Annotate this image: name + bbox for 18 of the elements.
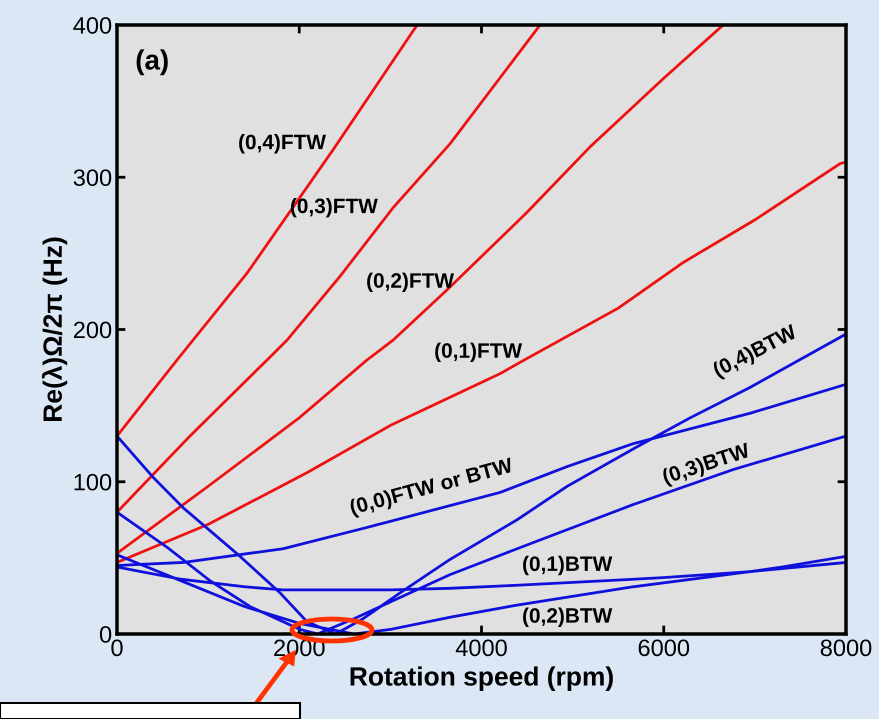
x-tick-label: 4000 [456,639,507,656]
series-label: (0,1)FTW [435,342,522,362]
annotation: (a) [136,49,168,76]
series-label: (0,1)BTW [523,556,612,576]
series-label: (0,4)FTW [239,134,326,154]
x-axis-title: Rotation speed (rpm) [350,666,613,692]
y-tick-label: 0 [100,626,112,643]
x-tick-label: 8000 [820,639,872,656]
x-tick-label: 6000 [638,639,690,656]
y-axis-title: Re(λ)Ω/2π (Hz) [42,238,68,421]
series-label: (0,2)BTW [523,608,612,627]
series-label: (0,3)FTW [290,198,378,218]
y-tick-label: 200 [74,322,112,338]
y-tick-label: 300 [74,169,112,186]
y-tick-label: 400 [73,17,112,34]
x-tick-label: 0 [111,639,123,656]
series-label: (0,2)FTW [367,272,454,292]
y-tick-label: 100 [74,474,112,491]
